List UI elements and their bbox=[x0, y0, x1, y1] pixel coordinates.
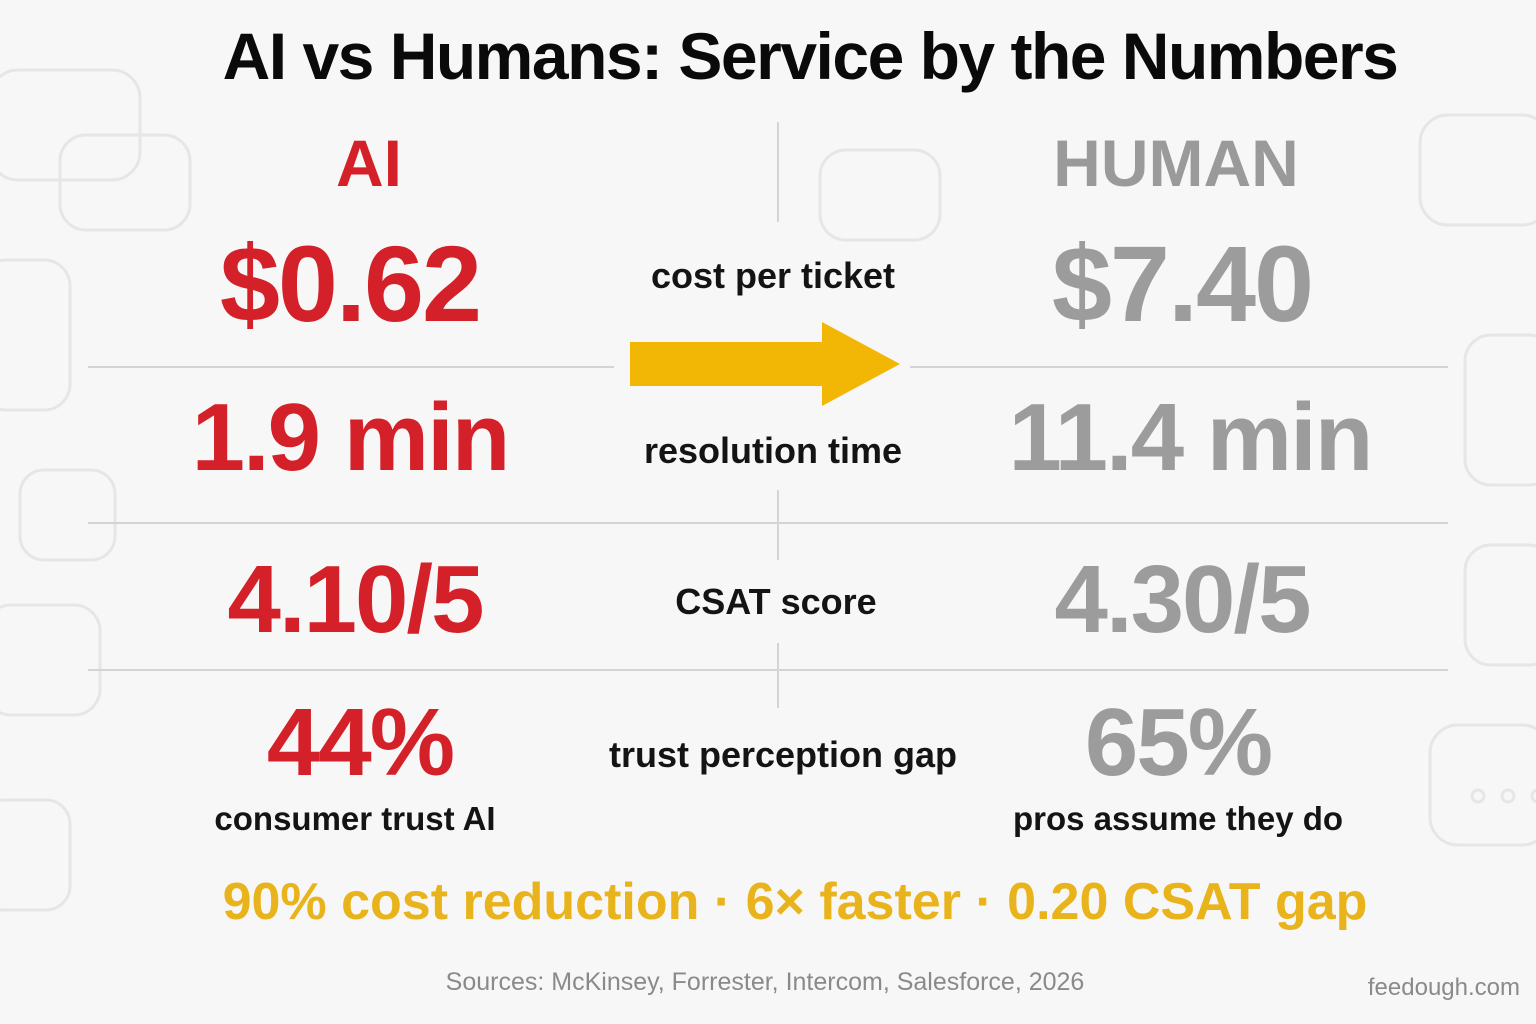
human-trust-sublabel: pros assume they do bbox=[1012, 800, 1344, 837]
chat-bubble-icon bbox=[0, 68, 142, 182]
chat-bubble-icon bbox=[0, 258, 72, 412]
ai-cost-value: $0.62 bbox=[219, 223, 482, 344]
chat-bubble-icon bbox=[1418, 113, 1536, 227]
human-trust-value: 65% bbox=[1084, 689, 1273, 796]
site-credit: feedough.com bbox=[1367, 974, 1520, 1001]
csat-score-label: CSAT score bbox=[675, 581, 877, 622]
chat-bubble-icon bbox=[0, 798, 72, 912]
human-csat-value: 4.30/5 bbox=[1054, 546, 1312, 653]
page-title: AI vs Humans: Service by the Numbers bbox=[222, 19, 1399, 93]
chat-bubble-icon bbox=[818, 148, 942, 242]
ai-trust-sublabel: consumer trust AI bbox=[214, 800, 496, 837]
chat-bubble-icon bbox=[1428, 723, 1536, 847]
row-divider bbox=[88, 366, 614, 368]
summary-line: 90% cost reduction · 6× faster · 0.20 CS… bbox=[222, 873, 1368, 931]
cost-per-ticket-label: cost per ticket bbox=[650, 255, 896, 296]
row-divider bbox=[910, 366, 1448, 368]
human-column-header: HUMAN bbox=[1053, 126, 1299, 200]
chat-bubble-icon bbox=[58, 133, 192, 232]
ai-trust-value: 44% bbox=[266, 689, 455, 796]
ai-resolution-value: 1.9 min bbox=[191, 384, 511, 491]
ai-csat-value: 4.10/5 bbox=[227, 546, 485, 653]
center-divider bbox=[777, 490, 779, 560]
row-divider bbox=[88, 522, 1448, 524]
resolution-time-label: resolution time bbox=[643, 430, 903, 471]
chat-bubble-icon bbox=[1463, 543, 1536, 667]
center-divider bbox=[777, 643, 779, 708]
ai-column-header: AI bbox=[336, 126, 402, 200]
human-resolution-value: 11.4 min bbox=[1008, 384, 1374, 491]
human-cost-value: $7.40 bbox=[1051, 223, 1314, 344]
center-divider bbox=[777, 122, 779, 222]
arrow-right-icon bbox=[630, 322, 900, 406]
chat-bubble-icon bbox=[18, 468, 117, 562]
sources-footer: Sources: McKinsey, Forrester, Intercom, … bbox=[445, 968, 1085, 996]
row-divider bbox=[88, 669, 1448, 671]
trust-perception-gap-label: trust perception gap bbox=[608, 734, 958, 775]
chat-bubble-icon bbox=[0, 603, 102, 717]
chat-bubble-icon bbox=[1463, 333, 1536, 487]
